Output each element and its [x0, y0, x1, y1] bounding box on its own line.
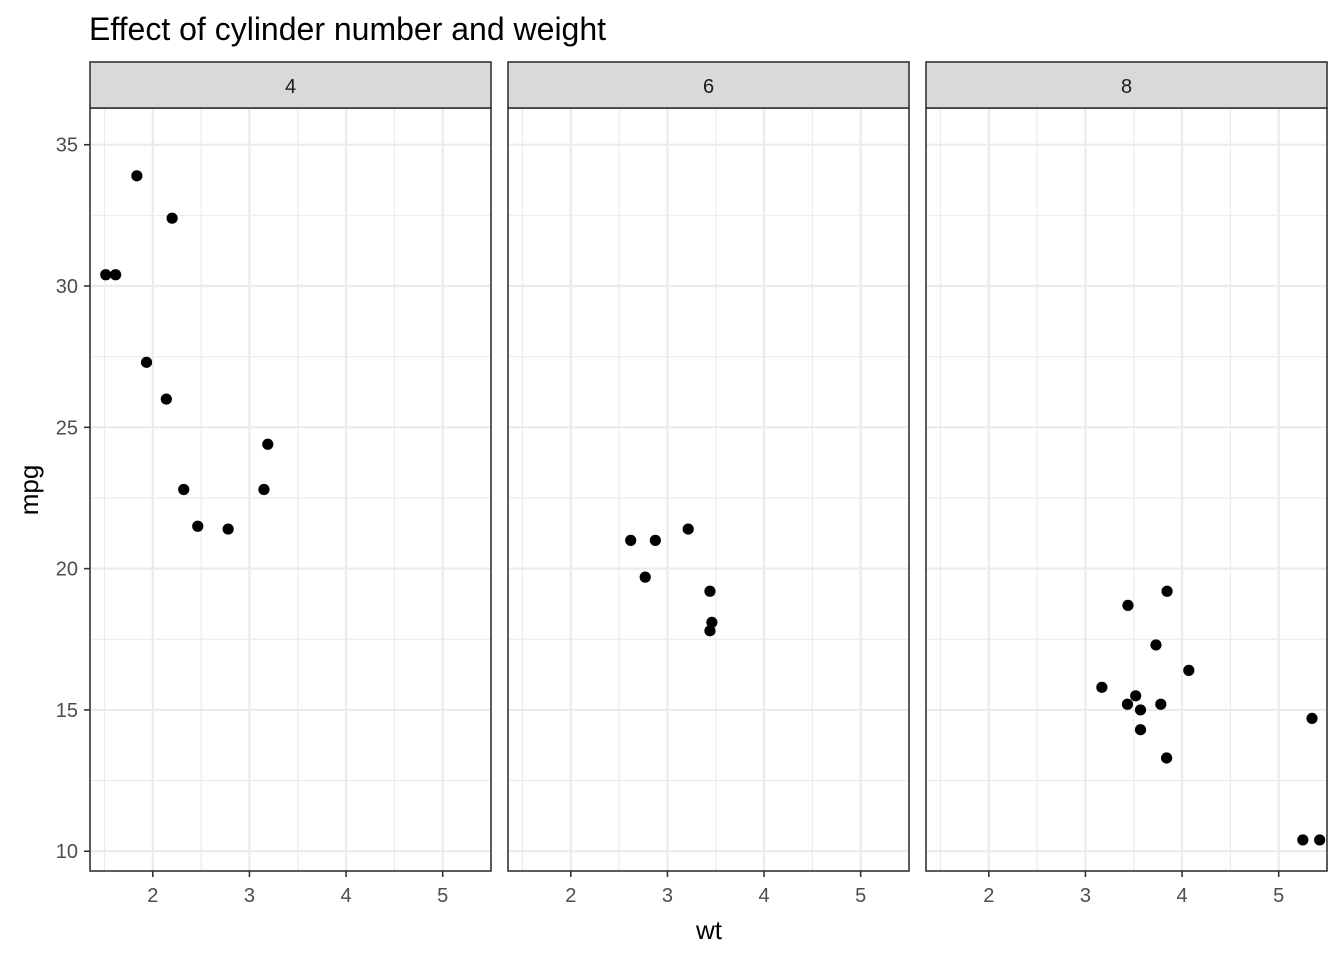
y-tick-label: 35	[56, 135, 78, 157]
x-tick-label: 4	[1176, 885, 1187, 907]
x-tick-label: 4	[758, 885, 769, 907]
x-tick-label: 5	[855, 885, 866, 907]
data-point	[1161, 585, 1173, 597]
facet-strip	[507, 61, 910, 109]
y-tick-label: 10	[56, 841, 78, 863]
x-tick-label: 4	[340, 885, 351, 907]
data-point	[1314, 834, 1326, 846]
y-tick-label: 25	[56, 417, 78, 439]
x-tick-label: 2	[147, 885, 158, 907]
x-tick-label: 2	[565, 885, 576, 907]
data-point	[140, 356, 153, 368]
data-point	[1297, 834, 1309, 846]
data-point	[1161, 752, 1173, 764]
data-point	[625, 534, 637, 546]
data-point	[178, 483, 190, 496]
data-point	[1121, 698, 1134, 710]
data-point	[1134, 704, 1147, 716]
data-point	[192, 520, 204, 532]
facet-strip	[89, 61, 492, 109]
x-tick-label: 5	[437, 885, 448, 907]
x-tick-label: 3	[244, 885, 255, 907]
x-tick-label: 3	[1080, 885, 1091, 907]
chart-title: Effect of cylinder number and weight	[89, 11, 606, 47]
y-axis-title: mpg	[14, 465, 44, 516]
data-point	[100, 269, 112, 281]
facet-strip-label: 8	[1121, 76, 1132, 98]
data-point	[166, 212, 178, 224]
data-point	[222, 523, 234, 535]
data-point	[1122, 599, 1134, 611]
x-tick-label: 3	[662, 885, 673, 907]
panel-background	[508, 108, 909, 871]
data-point	[1150, 639, 1162, 651]
facet-panel-4: 4 2 3 4 5 10 15 20 25 30 35	[56, 61, 492, 907]
data-point	[1183, 664, 1195, 676]
data-point	[1096, 681, 1108, 693]
facet-strip-label: 4	[285, 76, 296, 98]
data-point	[704, 585, 716, 597]
data-point	[639, 571, 651, 583]
panel-background	[90, 108, 491, 871]
data-point	[110, 269, 122, 281]
x-tick-label: 5	[1273, 885, 1284, 907]
facet-panels: 4 2 3 4 5 10 15 20 25 30 35 6 2 3 4 5 8 2 3 4 5	[56, 61, 1328, 907]
facet-strip	[925, 61, 1328, 109]
y-tick-label: 20	[56, 559, 78, 581]
data-point	[131, 170, 143, 182]
data-point	[649, 534, 661, 546]
y-tick-label: 30	[56, 276, 78, 298]
y-tick-label: 15	[56, 700, 78, 722]
data-point	[682, 523, 694, 535]
data-point	[706, 616, 718, 628]
panel-background	[926, 108, 1327, 871]
facet-panel-6: 6 2 3 4 5	[507, 61, 910, 907]
data-point	[1134, 724, 1147, 736]
x-axis-title: wt	[695, 915, 723, 945]
data-point	[704, 625, 716, 637]
data-point	[258, 483, 270, 496]
facet-strip-label: 6	[703, 76, 714, 98]
facet-panel-8: 8 2 3 4 5	[925, 61, 1328, 907]
data-point	[262, 438, 274, 450]
data-point	[1306, 712, 1318, 725]
data-point	[1155, 698, 1167, 710]
data-point	[1130, 690, 1142, 702]
x-tick-label: 2	[983, 885, 994, 907]
data-point	[160, 393, 172, 405]
